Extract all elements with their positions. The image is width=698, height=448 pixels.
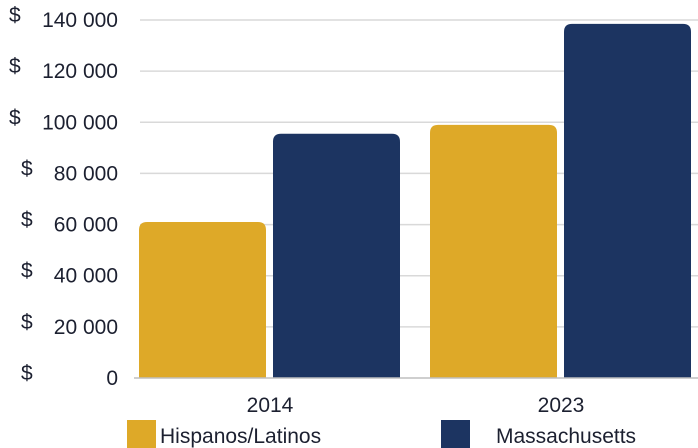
y-tick-label: 0 bbox=[106, 367, 118, 390]
y-axis-tick-labels: $0 $ 20 000 $ 40 000 $ 60 000 $ 80 000 $ 100 000 $ 1… bbox=[9, 4, 118, 390]
x-tick-label: 2023 bbox=[538, 394, 585, 417]
y-tick-currency-symbol: $ bbox=[21, 311, 33, 334]
y-tick-currency-symbol: $ bbox=[9, 4, 21, 27]
bar-hispanos-latinos-2023 bbox=[430, 124, 557, 378]
y-tick-label: 120 000 bbox=[42, 60, 118, 83]
y-tick-currency-symbol: $ bbox=[9, 106, 21, 129]
bars bbox=[139, 23, 691, 378]
y-tick-currency-symbol: $ bbox=[21, 209, 33, 232]
y-tick-label: 80 000 bbox=[54, 162, 118, 185]
legend-swatch bbox=[127, 420, 156, 448]
legend-swatch bbox=[441, 420, 470, 448]
bar-massachusetts-2023 bbox=[564, 23, 691, 378]
y-tick-label: 20 000 bbox=[54, 316, 118, 339]
y-tick-currency-symbol: $ bbox=[21, 157, 33, 180]
x-tick-label: 2014 bbox=[247, 394, 294, 417]
y-tick-currency-symbol: $ bbox=[21, 362, 33, 385]
legend-label: Hispanos/Latinos bbox=[160, 425, 321, 448]
legend-label: Massachusetts bbox=[496, 425, 636, 448]
y-tick-currency-symbol: $ bbox=[21, 260, 33, 283]
y-tick-label: 100 000 bbox=[42, 111, 118, 134]
bar-hispanos-latinos-2014 bbox=[139, 222, 266, 378]
y-tick-label: 140 000 bbox=[42, 9, 118, 32]
legend: Hispanos/Latinos Massachusetts bbox=[127, 420, 636, 448]
y-tick-label: 60 000 bbox=[54, 214, 118, 237]
x-axis-tick-labels: 2014 2023 bbox=[247, 394, 585, 417]
y-tick-currency-symbol: $ bbox=[9, 55, 21, 78]
y-tick-label: 40 000 bbox=[54, 265, 118, 288]
bar-massachusetts-2014 bbox=[273, 133, 400, 378]
